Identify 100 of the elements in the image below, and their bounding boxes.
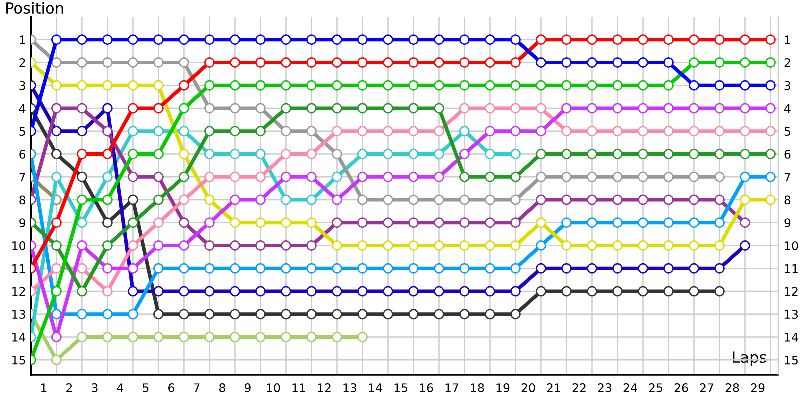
point xyxy=(332,286,342,297)
point xyxy=(434,263,444,274)
point xyxy=(714,194,725,206)
point xyxy=(204,194,215,206)
point xyxy=(332,332,342,342)
point xyxy=(510,126,521,137)
point xyxy=(179,80,190,91)
point xyxy=(562,172,572,182)
point xyxy=(128,172,138,182)
point xyxy=(434,194,444,206)
point xyxy=(256,172,266,182)
point xyxy=(383,309,394,320)
point xyxy=(612,286,623,297)
point xyxy=(766,103,776,114)
point xyxy=(358,240,368,251)
x-tick-label: 2 xyxy=(66,384,72,392)
point xyxy=(230,240,240,251)
point xyxy=(179,332,190,342)
point xyxy=(230,218,240,228)
point xyxy=(638,58,648,68)
point xyxy=(408,286,419,297)
point xyxy=(179,172,190,182)
point xyxy=(587,58,598,68)
point xyxy=(102,58,113,68)
x-tick-label: 3 xyxy=(92,384,98,392)
point xyxy=(306,309,317,320)
point xyxy=(408,309,419,320)
point xyxy=(434,58,444,68)
point xyxy=(485,80,496,91)
point xyxy=(562,263,572,274)
x-tick-label: 8 xyxy=(220,384,226,392)
point xyxy=(306,286,317,297)
point xyxy=(281,149,292,160)
point xyxy=(332,218,342,228)
y-tick-label: 13 xyxy=(12,310,26,320)
point xyxy=(485,286,496,297)
y-tick-label: 3 xyxy=(20,81,26,90)
point xyxy=(51,126,62,137)
point xyxy=(128,286,138,297)
point xyxy=(358,58,368,68)
point xyxy=(714,172,725,182)
point xyxy=(689,149,700,160)
point xyxy=(230,58,240,68)
point xyxy=(128,263,138,274)
point xyxy=(256,332,266,342)
x-tick-label: 13 xyxy=(344,384,357,392)
point xyxy=(256,34,266,46)
x-tick-label: 15 xyxy=(394,384,408,392)
point xyxy=(332,309,342,320)
point xyxy=(306,149,317,160)
point xyxy=(256,58,266,68)
point xyxy=(102,103,113,114)
x-tick-label: 9 xyxy=(244,384,251,392)
point xyxy=(128,240,138,251)
point xyxy=(306,240,317,251)
point xyxy=(383,286,394,297)
x-tick-label: 7 xyxy=(194,384,200,392)
point xyxy=(230,34,240,46)
point xyxy=(332,34,342,46)
point xyxy=(281,80,292,91)
point xyxy=(51,286,62,297)
point xyxy=(510,58,521,68)
point xyxy=(612,126,623,137)
y-tick-label: 12 xyxy=(12,287,26,296)
point xyxy=(510,286,521,297)
x-tick-label: 5 xyxy=(143,384,149,392)
point xyxy=(256,309,266,320)
point xyxy=(76,126,88,137)
point xyxy=(638,240,648,251)
y-axis-title: Position xyxy=(6,2,64,14)
point xyxy=(587,103,598,114)
y2-tick-label: 2 xyxy=(784,58,790,68)
x-tick-label: 16 xyxy=(420,384,434,392)
point xyxy=(510,149,521,160)
x-tick-label: 11 xyxy=(292,384,306,392)
point xyxy=(306,80,317,91)
point xyxy=(638,103,648,114)
point xyxy=(689,218,700,228)
point xyxy=(562,149,572,160)
point xyxy=(306,332,317,342)
point xyxy=(179,126,190,137)
point xyxy=(562,240,572,251)
point xyxy=(460,58,470,68)
point xyxy=(408,194,419,206)
point xyxy=(281,103,292,114)
y2-tick-label: 10 xyxy=(785,241,798,250)
x-tick-label: 10 xyxy=(267,384,280,392)
point xyxy=(766,80,776,91)
point xyxy=(714,263,725,274)
point xyxy=(638,34,648,46)
point xyxy=(306,58,317,68)
point xyxy=(256,263,266,274)
point xyxy=(179,34,190,46)
point xyxy=(434,172,444,182)
point xyxy=(638,286,648,297)
point xyxy=(510,240,521,251)
point xyxy=(510,218,521,228)
point xyxy=(281,240,292,251)
point xyxy=(562,286,572,297)
point xyxy=(154,194,164,206)
